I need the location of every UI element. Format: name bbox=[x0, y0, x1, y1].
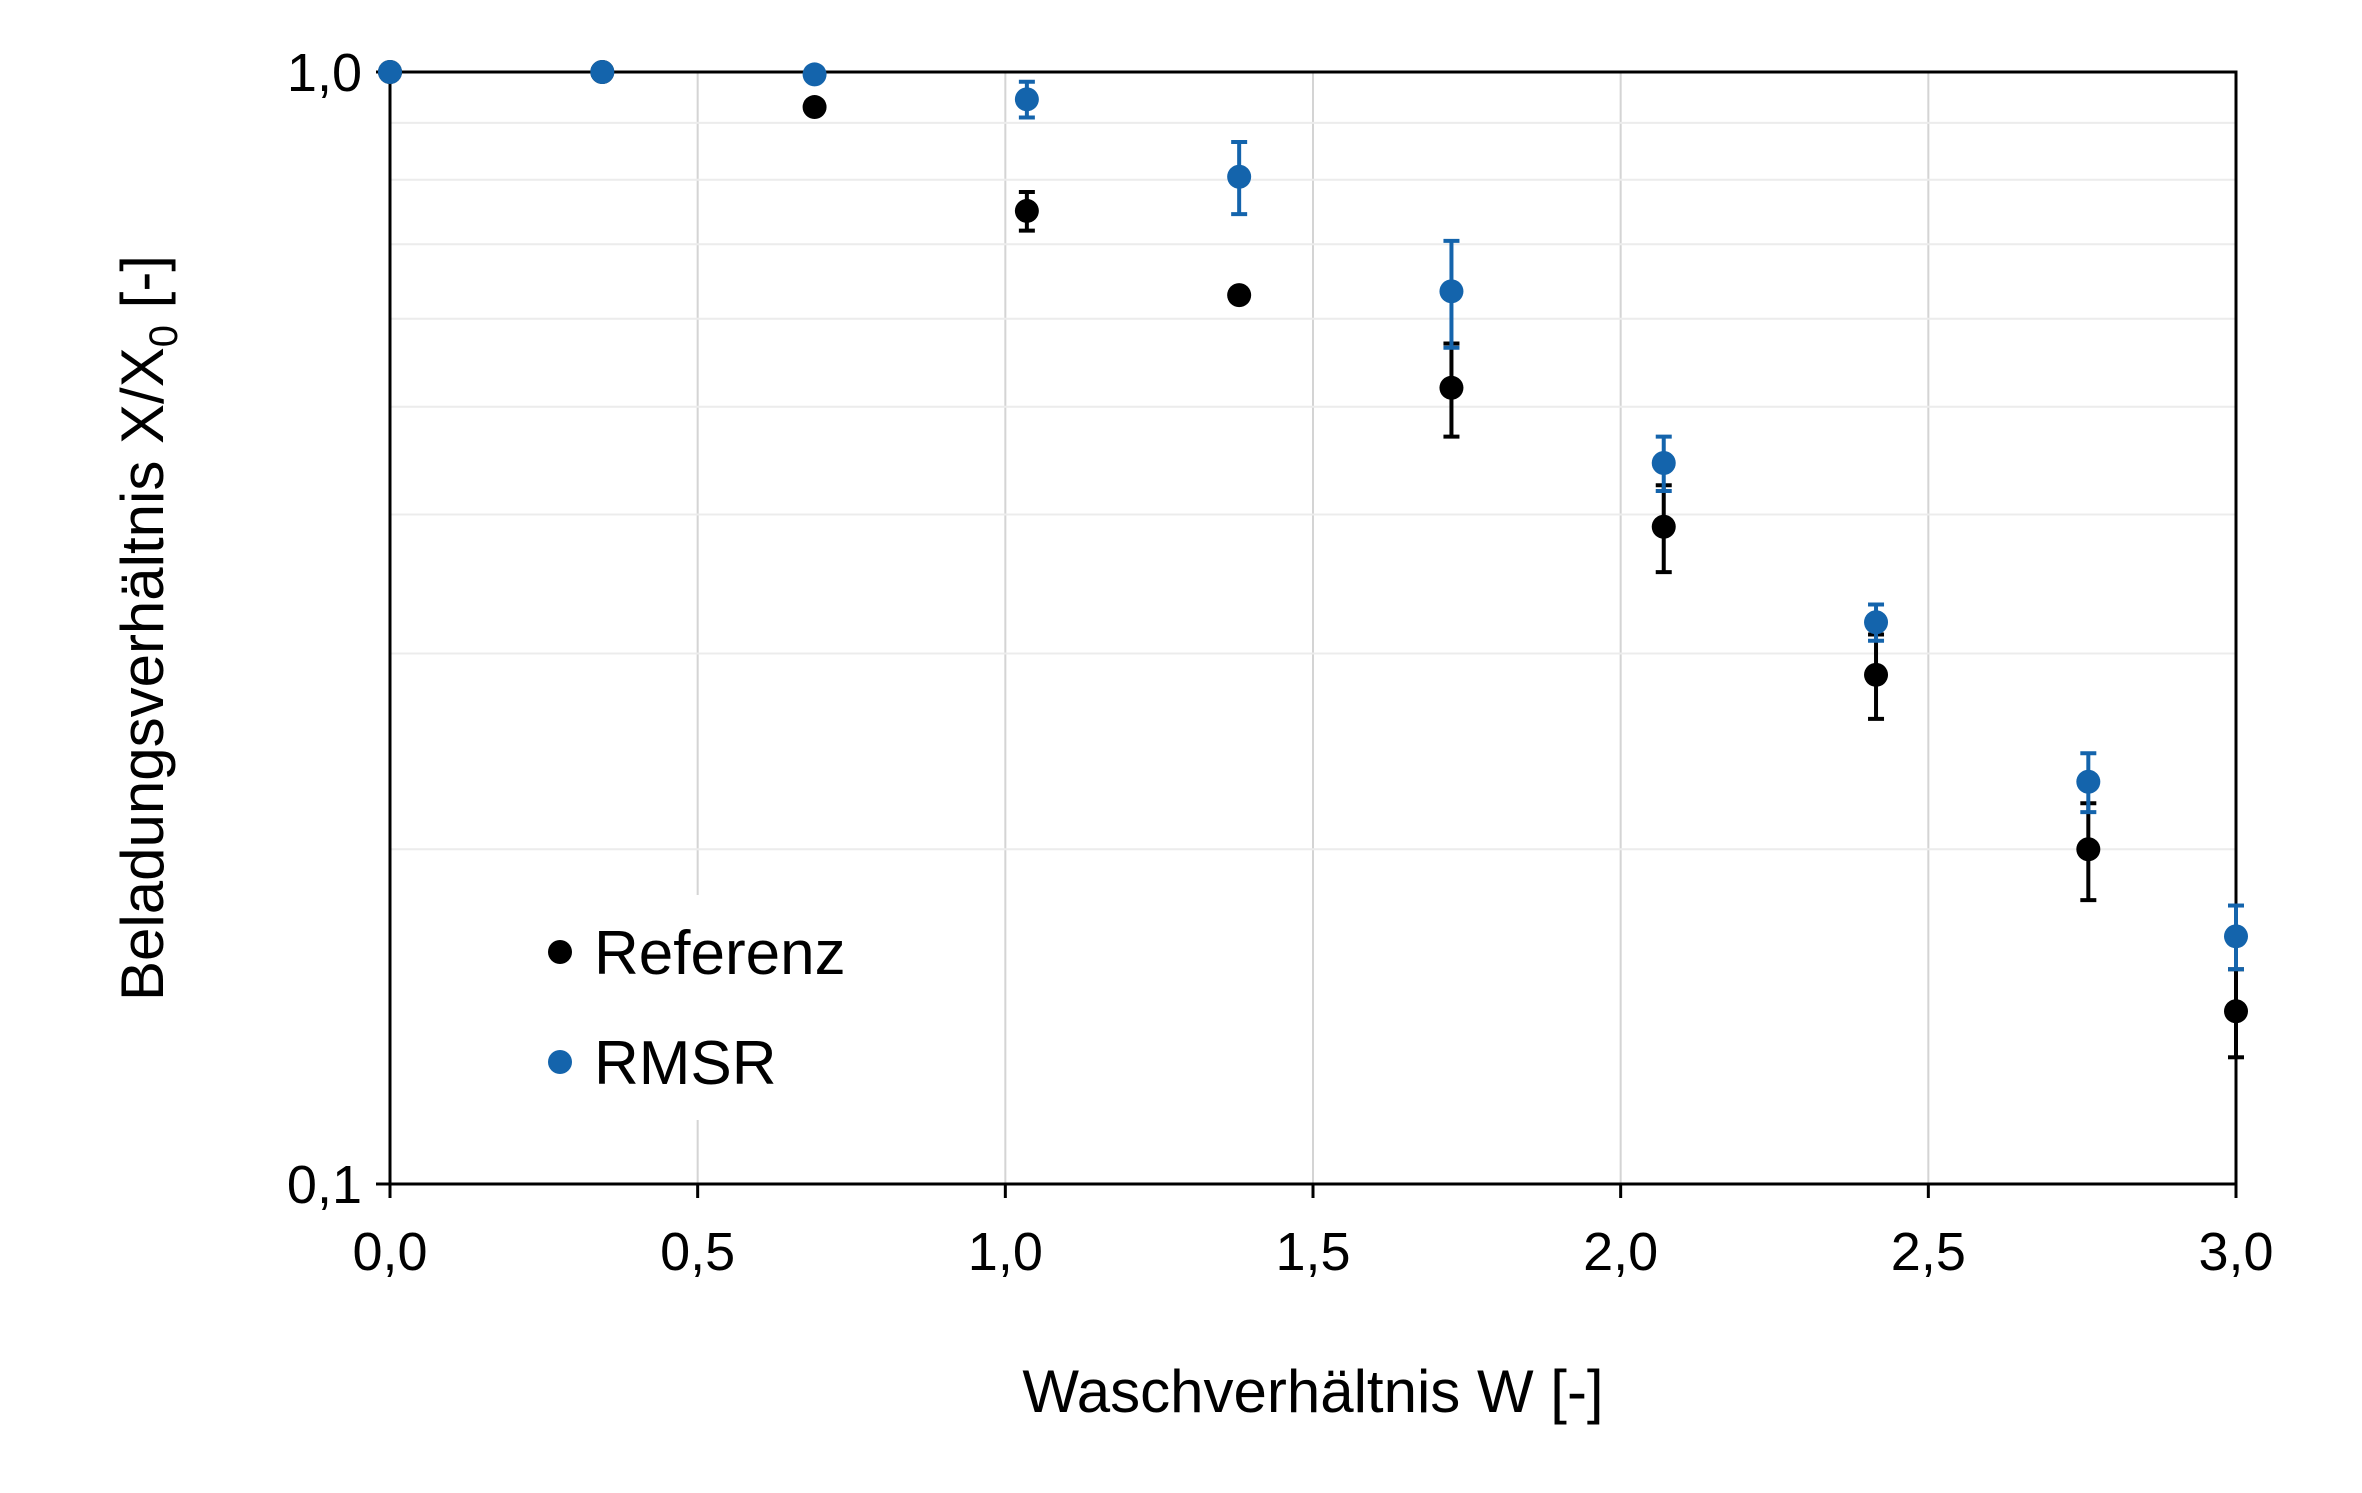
x-tick-label: 3,0 bbox=[2198, 1222, 2273, 1282]
x-tick-label: 0,0 bbox=[352, 1222, 427, 1282]
grid bbox=[390, 72, 2236, 1184]
x-tick-label: 1,0 bbox=[968, 1222, 1043, 1282]
x-tick-label: 2,0 bbox=[1583, 1222, 1658, 1282]
data-point bbox=[802, 62, 827, 87]
series-rmsr bbox=[378, 60, 2248, 972]
x-axis-title: Waschverhältnis W [-] bbox=[1022, 1358, 1603, 1425]
y-tick-labels: 1,0 0,1 bbox=[287, 43, 362, 1215]
legend-marker-rmsr bbox=[548, 1050, 572, 1074]
data-point bbox=[1439, 375, 1464, 400]
data-point bbox=[1014, 198, 1039, 223]
y-axis-title-main: Beladungsverhältnis X/X bbox=[109, 347, 176, 1001]
data-point bbox=[802, 95, 827, 120]
y-axis-title-suffix: [-] bbox=[109, 255, 176, 325]
data-point bbox=[2076, 769, 2101, 794]
data-point bbox=[1227, 164, 1252, 189]
x-tick-label: 1,5 bbox=[1275, 1222, 1350, 1282]
data-point bbox=[1651, 514, 1676, 539]
data-point bbox=[1864, 662, 1889, 687]
legend: Referenz RMSR bbox=[520, 895, 900, 1120]
y-axis-title: Beladungsverhältnis X/X0 [-] bbox=[109, 255, 186, 1001]
y-tick-label: 0,1 bbox=[287, 1155, 362, 1215]
data-series bbox=[378, 60, 2248, 1060]
x-tick-label: 2,5 bbox=[1891, 1222, 1966, 1282]
data-point bbox=[2224, 924, 2248, 949]
data-point bbox=[2076, 837, 2101, 862]
data-point bbox=[590, 60, 615, 84]
data-point bbox=[1439, 279, 1464, 304]
y-tick-label: 1,0 bbox=[287, 43, 362, 103]
x-tick-label: 0,5 bbox=[660, 1222, 735, 1282]
y-axis-title-subscript: 0 bbox=[142, 325, 186, 347]
legend-label-referenz: Referenz bbox=[594, 919, 846, 988]
data-point bbox=[1227, 283, 1252, 308]
legend-label-rmsr: RMSR bbox=[594, 1029, 777, 1098]
data-point bbox=[378, 60, 402, 84]
data-point bbox=[1014, 87, 1039, 112]
data-point bbox=[1651, 451, 1676, 476]
legend-background bbox=[520, 895, 900, 1120]
data-point bbox=[2224, 999, 2248, 1024]
legend-marker-referenz bbox=[548, 940, 572, 964]
x-tick-labels: 0,0 0,5 1,0 1,5 2,0 2,5 3,0 bbox=[352, 1222, 2273, 1282]
data-point bbox=[1864, 610, 1889, 635]
